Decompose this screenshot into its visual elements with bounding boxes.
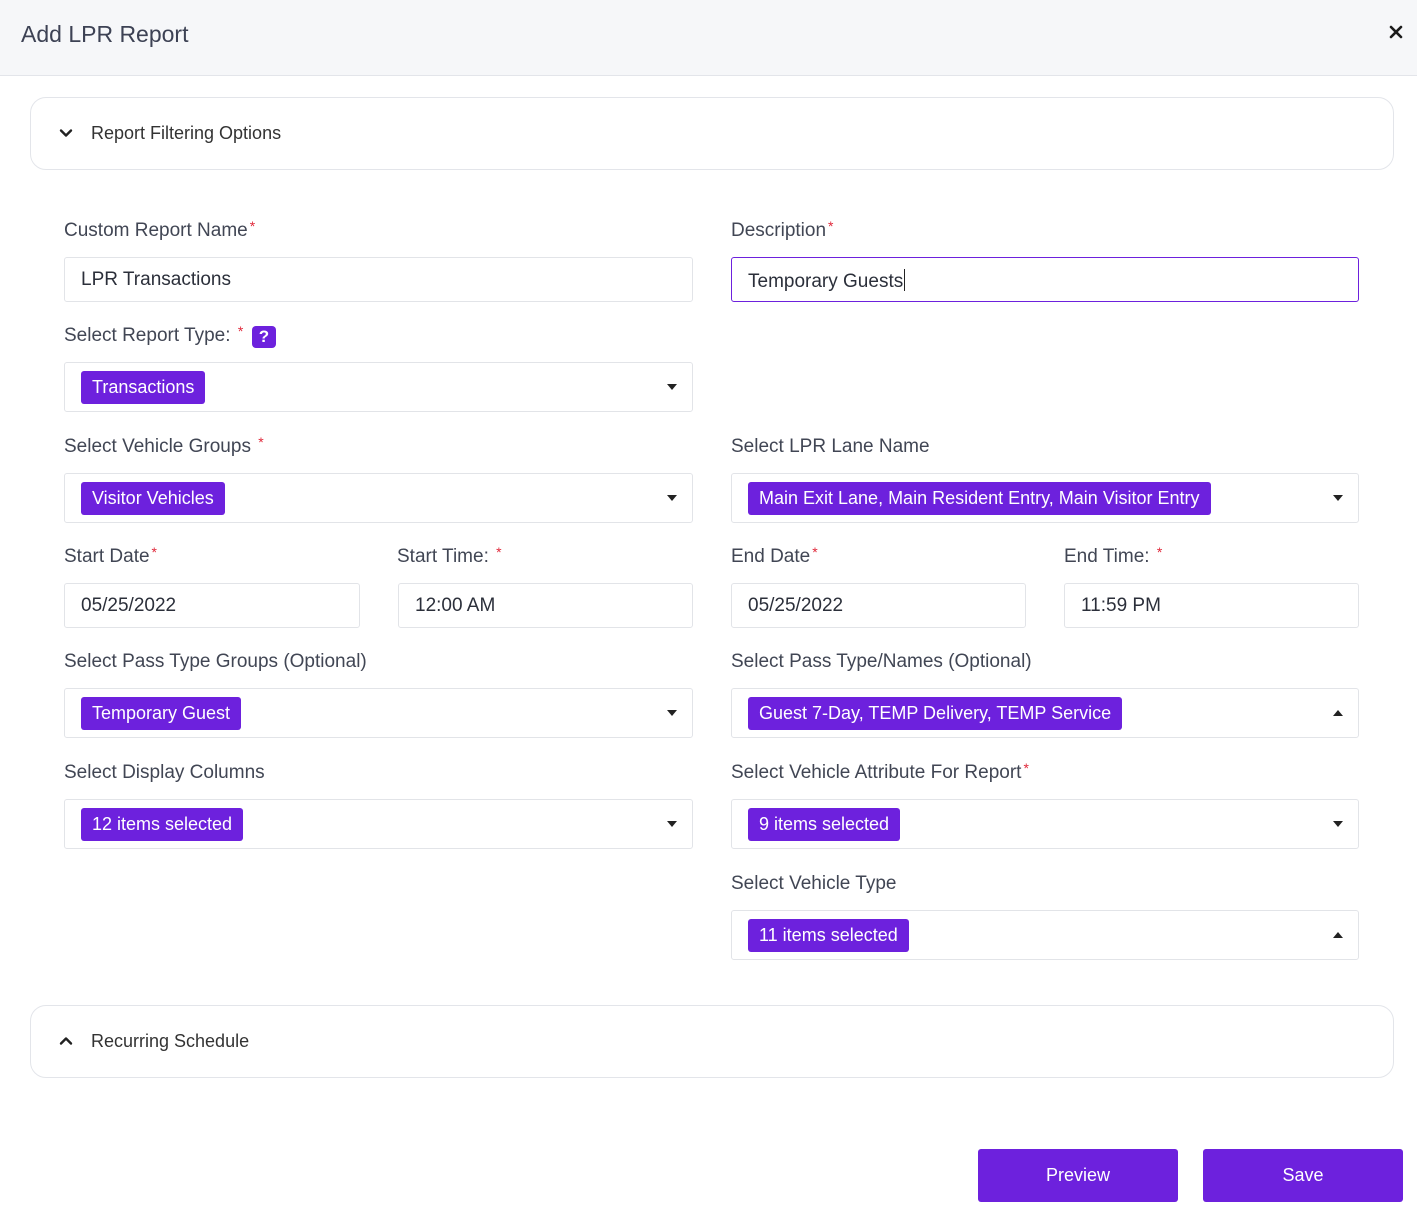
caret-down-icon	[1333, 495, 1343, 501]
help-icon[interactable]: ?	[252, 326, 276, 348]
label-text: Select Pass Type/Names (Optional)	[731, 651, 1032, 672]
label-text: Start Date	[64, 546, 150, 567]
selected-tag: 12 items selected	[81, 808, 244, 841]
selected-tag: Visitor Vehicles	[81, 482, 225, 515]
selected-tag: 11 items selected	[748, 919, 909, 952]
end-time-label: End Time: *	[1064, 544, 1163, 568]
input-value: 12:00 AM	[415, 595, 496, 616]
report-filtering-section-toggle[interactable]: Report Filtering Options	[30, 97, 1394, 170]
pass-type-names-select[interactable]: Guest 7-Day, TEMP Delivery, TEMP Service	[731, 688, 1359, 738]
start-date-input[interactable]: 05/25/2022	[64, 583, 360, 628]
end-date-label: End Date *	[731, 544, 818, 568]
start-time-label: Start Time: *	[397, 544, 502, 568]
chevron-down-icon	[59, 129, 73, 137]
caret-down-icon	[667, 821, 677, 827]
pass-type-groups-label: Select Pass Type Groups (Optional)	[64, 651, 367, 673]
label-text: Select Vehicle Groups	[64, 436, 257, 457]
caret-down-icon	[667, 495, 677, 501]
required-mark: *	[249, 218, 256, 234]
display-columns-label: Select Display Columns	[64, 762, 265, 784]
vehicle-groups-select[interactable]: Visitor Vehicles	[64, 473, 693, 523]
pass-type-groups-select[interactable]: Temporary Guest	[64, 688, 693, 738]
selected-tag: Main Exit Lane, Main Resident Entry, Mai…	[748, 482, 1211, 515]
vehicle-type-label: Select Vehicle Type	[731, 873, 896, 895]
caret-down-icon	[1333, 821, 1343, 827]
end-time-input[interactable]: 11:59 PM	[1064, 583, 1359, 628]
required-mark: *	[828, 218, 834, 234]
required-mark: *	[496, 544, 502, 560]
vehicle-groups-label: Select Vehicle Groups *	[64, 434, 264, 458]
vehicle-attribute-select[interactable]: 9 items selected	[731, 799, 1359, 849]
report-name-input[interactable]: LPR Transactions	[64, 257, 693, 302]
section-title: Recurring Schedule	[91, 1031, 250, 1051]
selected-tag: Temporary Guest	[81, 697, 242, 730]
label-text: Custom Report Name	[64, 220, 248, 241]
caret-up-icon	[1333, 932, 1343, 938]
input-value: LPR Transactions	[81, 269, 231, 290]
caret-down-icon	[667, 384, 677, 390]
vehicle-type-select[interactable]: 11 items selected	[731, 910, 1359, 960]
dialog-title: Add LPR Report	[21, 21, 189, 47]
label-text: End Time:	[1064, 546, 1155, 567]
selected-tag: Guest 7-Day, TEMP Delivery, TEMP Service	[748, 697, 1123, 730]
description-input[interactable]: Temporary Guests	[731, 257, 1359, 302]
input-value: Temporary Guests	[748, 271, 904, 292]
chevron-up-icon	[59, 1037, 73, 1045]
label-text: Start Time:	[397, 546, 495, 567]
input-value: 05/25/2022	[81, 595, 177, 616]
lane-name-label: Select LPR Lane Name	[731, 436, 930, 458]
lane-name-select[interactable]: Main Exit Lane, Main Resident Entry, Mai…	[731, 473, 1359, 523]
save-button[interactable]: Save	[1203, 1149, 1403, 1202]
required-mark: *	[151, 544, 157, 560]
start-time-input[interactable]: 12:00 AM	[398, 583, 693, 628]
display-columns-select[interactable]: 12 items selected	[64, 799, 693, 849]
selected-tag: 9 items selected	[748, 808, 901, 841]
caret-up-icon	[1333, 710, 1343, 716]
label-text: Description	[731, 220, 827, 241]
required-mark: *	[1156, 544, 1163, 560]
text-cursor	[904, 269, 906, 291]
start-date-label: Start Date *	[64, 544, 157, 568]
vehicle-attribute-label: Select Vehicle Attribute For Report *	[731, 760, 1029, 784]
label-text: Select Pass Type Groups (Optional)	[64, 651, 367, 672]
input-value: 05/25/2022	[748, 595, 844, 616]
preview-button[interactable]: Preview	[978, 1149, 1178, 1202]
label-text: Select Vehicle Type	[731, 873, 897, 894]
description-label: Description *	[731, 218, 834, 242]
required-mark: *	[1023, 760, 1029, 776]
recurring-schedule-section-toggle[interactable]: Recurring Schedule	[30, 1005, 1394, 1078]
report-type-label: Select Report Type: *	[64, 323, 244, 347]
report-type-select[interactable]: Transactions	[64, 362, 693, 412]
caret-down-icon	[667, 710, 677, 716]
end-date-input[interactable]: 05/25/2022	[731, 583, 1026, 628]
selected-tag: Transactions	[81, 371, 206, 404]
label-text: Select Display Columns	[64, 762, 265, 783]
pass-type-names-label: Select Pass Type/Names (Optional)	[731, 651, 1032, 673]
required-mark: *	[258, 434, 264, 450]
required-mark: *	[812, 544, 818, 560]
dialog-header: Add LPR Report	[0, 0, 1417, 76]
label-text: Select Report Type:	[64, 325, 236, 346]
section-title: Report Filtering Options	[91, 123, 282, 143]
report-name-label: Custom Report Name *	[64, 218, 256, 242]
label-text: End Date	[731, 546, 811, 567]
required-mark: *	[237, 323, 244, 339]
label-text: Select LPR Lane Name	[731, 436, 930, 457]
close-icon[interactable]	[1384, 20, 1408, 44]
input-value: 11:59 PM	[1081, 595, 1161, 616]
label-text: Select Vehicle Attribute For Report	[731, 762, 1022, 783]
